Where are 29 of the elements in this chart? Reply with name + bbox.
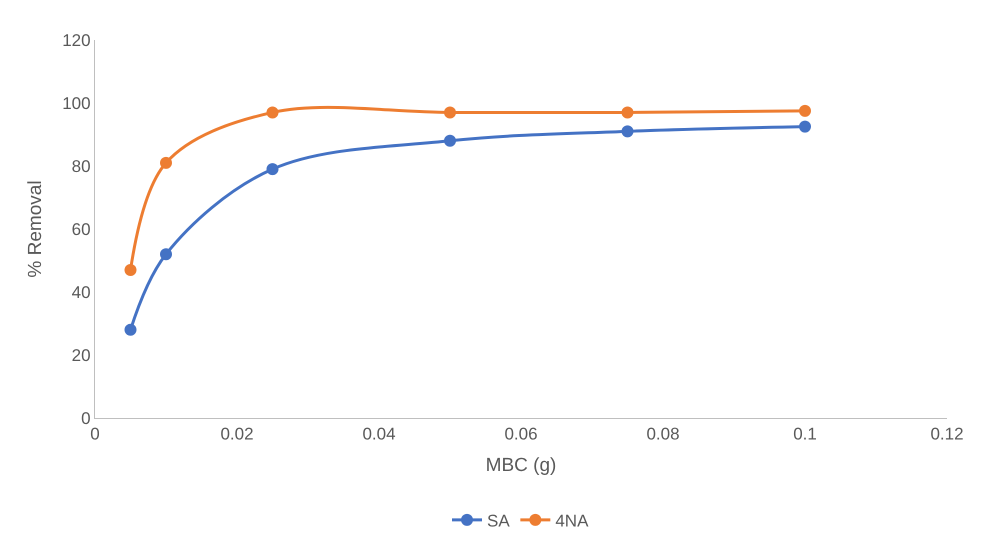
- y-axis-title: % Removal: [25, 180, 46, 278]
- point: [124, 324, 136, 336]
- point: [799, 120, 811, 133]
- point: [266, 163, 278, 176]
- legend-label: SA: [487, 512, 510, 531]
- y-tick-label: 20: [72, 346, 91, 365]
- point: [266, 106, 278, 118]
- point: [160, 248, 172, 260]
- x-tick-label: 0.12: [930, 424, 964, 444]
- point: [444, 106, 456, 118]
- y-tick-label: 60: [72, 220, 91, 239]
- y-tick-label: 120: [62, 30, 91, 50]
- legend-label: 4NA: [555, 512, 590, 531]
- x-tick-label: 0.02: [220, 424, 254, 444]
- point: [444, 134, 456, 147]
- x-tick-label: 0.06: [504, 424, 538, 444]
- x-tick-label: 0.08: [646, 424, 680, 444]
- y-tick-label: 80: [72, 156, 91, 176]
- y-tick-label: 100: [62, 94, 91, 113]
- point: [622, 106, 634, 118]
- point: [799, 104, 811, 117]
- point: [160, 156, 172, 169]
- y-tick-label: 0: [81, 408, 91, 428]
- y-tick-label: 40: [72, 282, 91, 302]
- point: [124, 264, 136, 276]
- point: [622, 125, 634, 138]
- x-tick-label: 0.04: [362, 424, 396, 444]
- x-axis-title: MBC (g): [486, 455, 556, 476]
- x-tick-label: 0.1: [793, 424, 817, 444]
